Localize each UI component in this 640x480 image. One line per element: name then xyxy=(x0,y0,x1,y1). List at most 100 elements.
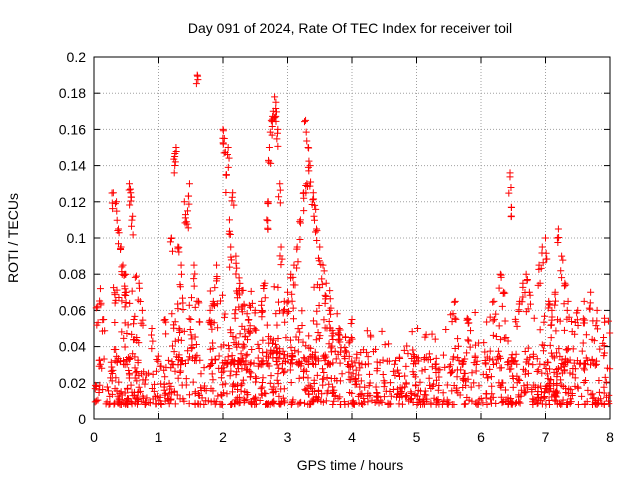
data-point xyxy=(170,169,178,177)
data-point xyxy=(188,354,196,362)
data-point xyxy=(208,356,216,364)
data-point xyxy=(168,358,176,366)
data-point xyxy=(323,389,331,397)
data-point xyxy=(553,380,561,388)
data-point xyxy=(397,390,405,398)
data-point xyxy=(178,357,186,365)
data-point xyxy=(505,189,513,197)
data-point xyxy=(396,373,403,381)
data-point xyxy=(304,374,312,382)
data-point xyxy=(281,397,289,405)
data-point xyxy=(305,144,313,152)
data-point xyxy=(136,387,144,395)
data-point xyxy=(171,400,179,408)
data-point xyxy=(197,387,205,395)
data-point xyxy=(481,356,489,364)
data-point xyxy=(464,336,472,344)
data-point xyxy=(373,364,381,372)
data-point xyxy=(486,355,494,363)
x-tick-label: 3 xyxy=(284,429,292,445)
data-point xyxy=(277,398,285,406)
y-tick-label: 0.18 xyxy=(59,85,86,101)
data-point xyxy=(244,391,252,399)
data-point xyxy=(118,328,126,336)
data-point xyxy=(289,396,297,404)
data-point xyxy=(244,365,252,373)
data-point xyxy=(311,216,319,224)
x-axis-label: GPS time / hours xyxy=(297,457,404,473)
data-point xyxy=(247,369,255,377)
data-point xyxy=(224,144,232,151)
data-point xyxy=(369,348,377,356)
data-point xyxy=(422,391,430,399)
data-point xyxy=(566,399,574,407)
data-point xyxy=(378,327,386,335)
data-point xyxy=(191,303,199,311)
data-point xyxy=(171,318,179,326)
data-point xyxy=(579,339,587,347)
data-point xyxy=(497,273,505,281)
data-point xyxy=(521,348,529,356)
data-point xyxy=(312,228,320,236)
data-point xyxy=(219,359,227,367)
data-point xyxy=(545,396,553,404)
data-point xyxy=(329,335,337,343)
data-point xyxy=(593,360,601,368)
data-point xyxy=(103,398,111,406)
data-point xyxy=(453,384,461,392)
data-point xyxy=(117,245,125,253)
data-point xyxy=(511,357,519,365)
data-point xyxy=(239,344,247,352)
data-point xyxy=(176,283,184,291)
data-point xyxy=(507,354,515,362)
data-point xyxy=(282,334,290,342)
data-point xyxy=(187,331,195,339)
data-point xyxy=(113,358,121,366)
data-point xyxy=(273,108,281,116)
data-point xyxy=(221,380,229,388)
data-point xyxy=(289,281,297,289)
y-axis-label: ROTI / TECUs xyxy=(5,193,21,283)
data-point xyxy=(463,349,471,357)
data-point xyxy=(401,383,409,391)
y-tick-label: 0.2 xyxy=(67,49,87,65)
x-tick-label: 7 xyxy=(542,429,550,445)
data-point xyxy=(235,287,243,295)
data-point xyxy=(131,312,139,320)
data-point xyxy=(281,358,289,366)
data-point xyxy=(177,336,185,344)
data-point xyxy=(118,396,126,404)
data-point xyxy=(247,287,255,295)
data-point xyxy=(108,377,116,385)
data-point xyxy=(171,367,179,375)
data-point xyxy=(470,359,478,367)
data-point xyxy=(568,390,576,398)
data-point xyxy=(183,220,191,228)
data-point xyxy=(562,384,570,392)
data-point xyxy=(166,238,174,246)
data-point xyxy=(537,388,545,396)
data-point xyxy=(586,299,594,307)
data-point xyxy=(330,397,338,405)
data-point xyxy=(311,348,319,356)
data-point xyxy=(604,317,612,325)
data-point xyxy=(320,369,328,377)
data-point xyxy=(231,314,239,322)
data-point xyxy=(149,395,157,403)
data-point xyxy=(434,396,442,404)
data-point xyxy=(524,305,532,313)
data-point xyxy=(111,318,119,326)
data-point xyxy=(601,318,609,326)
data-point xyxy=(95,389,103,397)
data-point xyxy=(276,199,284,207)
data-point xyxy=(391,371,399,379)
data-point xyxy=(592,399,600,407)
data-point xyxy=(99,316,107,324)
data-point xyxy=(529,361,537,369)
data-point xyxy=(313,237,321,245)
data-point xyxy=(180,198,188,206)
data-point xyxy=(442,325,450,333)
data-point xyxy=(305,344,313,352)
data-point xyxy=(579,315,587,323)
data-point xyxy=(256,360,264,368)
